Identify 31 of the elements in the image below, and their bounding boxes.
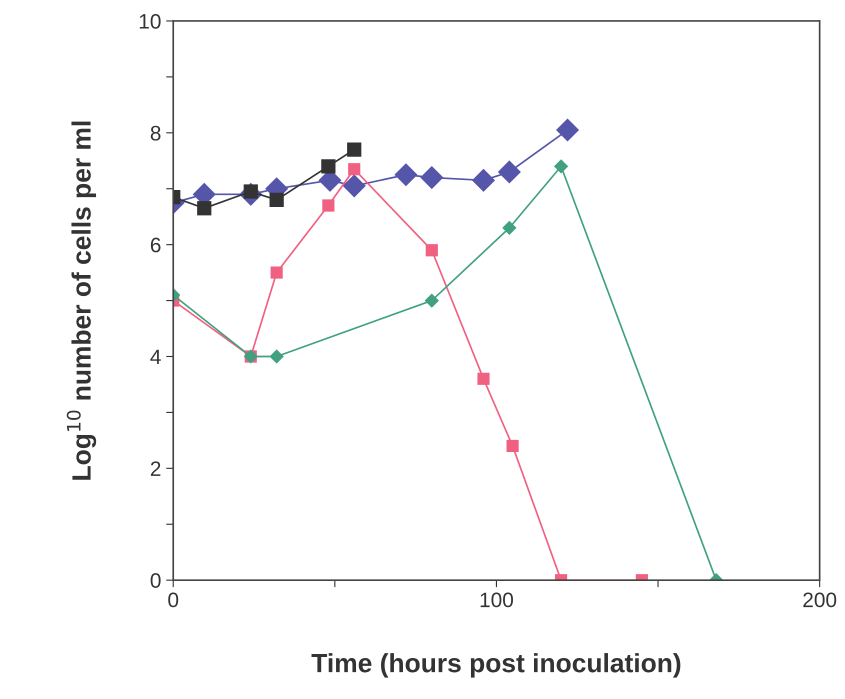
point [556,118,579,142]
point [347,142,362,157]
point [426,244,438,256]
point [270,266,283,279]
y-tick-label: 8 [150,126,161,141]
y-tick-label: 2 [150,461,160,476]
point [270,192,284,208]
point [270,350,284,364]
point [197,201,212,216]
point [420,166,444,189]
x-axis-title: Time (hours post inoculation) [312,653,680,678]
point [342,174,366,198]
x-tick-label: 200 [803,592,836,608]
x-tick-label: 0 [168,592,178,608]
point [502,220,516,235]
y-tick-label: 6 [150,238,161,252]
point [322,199,334,212]
y-tick-label: 10 [140,14,161,29]
y-tick-label: 0 [150,573,161,588]
point [394,163,418,186]
point [472,169,495,192]
point [424,294,439,308]
y-axis-title: Log$^{10}$ number of cells per ml [66,122,96,480]
point [321,159,336,174]
point [498,160,521,184]
x-tick-label: 100 [480,592,514,608]
y-tick-label: 4 [150,350,161,364]
point [348,163,360,176]
point [477,372,490,385]
point [554,159,568,174]
point [506,440,519,452]
